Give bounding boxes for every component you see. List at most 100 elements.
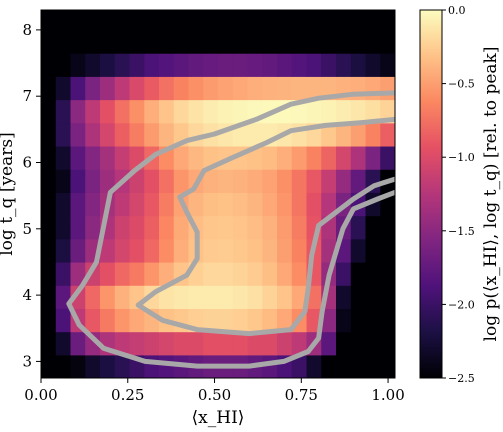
heatmap-cell [129,238,145,263]
heatmap-cell [291,261,308,286]
heatmap-cell [218,53,234,77]
heatmap-cell [291,331,308,356]
heatmap-cell [173,169,190,193]
heatmap-cell [247,308,263,333]
heatmap-cell [277,261,293,286]
heatmap-cell [144,261,160,286]
heatmap-cell [291,238,308,263]
x-tick-label: 0.00 [24,386,57,404]
heatmap-cell [350,29,367,54]
heatmap-cell [85,10,101,31]
heatmap-cell [129,215,145,240]
heatmap-cell [173,53,190,77]
heatmap-cell [247,29,263,54]
heatmap-cell [262,308,278,333]
heatmap-cell [380,145,395,170]
heatmap-cell [365,261,381,286]
colorbar: 0.0 −0.5 −1.0 −1.5 −2.0 −2.5 log p(⟨x_HI⟩, lo… [419,4,501,385]
heatmap-cell [218,169,234,193]
heatmap-cell [277,215,293,240]
heatmap-cell [277,10,293,31]
heatmap-cells [41,10,395,378]
heatmap-cell [55,331,72,356]
heatmap-cell [173,331,190,356]
heatmap-cell [291,76,308,101]
heatmap-cell [232,192,249,217]
heatmap-cell [100,76,116,101]
heatmap-cell [85,354,101,378]
heatmap-cell [336,308,352,333]
colorbar-ticks: 0.0 −0.5 −1.0 −1.5 −2.0 −2.5 [442,4,475,385]
colorbar-tick-label: −1.5 [448,225,475,238]
heatmap-cell [188,99,204,124]
y-tick-label: 8 [22,21,32,39]
heatmap-cell [306,99,322,124]
heatmap-cell [70,285,86,309]
heatmap-cell [247,285,263,309]
heatmap-cell [41,192,57,217]
heatmap-cell [100,308,116,333]
heatmap-cell [247,10,263,31]
heatmap-cell [336,29,352,54]
heatmap-cell [380,122,395,147]
heatmap-cell [262,145,278,170]
heatmap-cell [55,215,72,240]
heatmap-cell [291,29,308,54]
heatmap-cell [114,331,131,356]
heatmap-cell [129,308,145,333]
heatmap-cell [114,99,131,124]
heatmap-cell [365,10,381,31]
heatmap-cell [350,238,367,263]
heatmap-cell [70,169,86,193]
heatmap-cell [100,238,116,263]
heatmap-cell [218,192,234,217]
heatmap-cell [218,308,234,333]
heatmap-cell [173,10,190,31]
heatmap-cell [277,238,293,263]
heatmap-cell [55,192,72,217]
heatmap-cell [380,331,395,356]
heatmap-cell [159,354,175,378]
heatmap-cell [291,192,308,217]
heatmap-cell [100,122,116,147]
x-axis-label: ⟨x_HI⟩ [192,408,245,428]
y-tick-label: 7 [22,87,32,105]
heatmap-cell [114,285,131,309]
heatmap-cell [188,53,204,77]
heatmap-cell [173,76,190,101]
y-tick-label: 5 [22,220,32,238]
plot-frame [40,9,396,379]
x-tick-label: 0.25 [111,386,144,404]
heatmap-cell [277,53,293,77]
heatmap-cell [41,145,57,170]
heatmap-cell [70,261,86,286]
heatmap-cell [232,331,249,356]
heatmap-cell [218,76,234,101]
heatmap-cell [232,261,249,286]
heatmap-cell [70,76,86,101]
heatmap-cell [291,53,308,77]
heatmap-cell [100,53,116,77]
heatmap-cell [41,53,57,77]
heatmap-cell [55,53,72,77]
heatmap-cell [350,10,367,31]
heatmap-cell [380,10,395,31]
heatmap-cell [336,99,352,124]
heatmap-cell [41,122,57,147]
heatmap-cell [144,331,160,356]
heatmap-cell [232,215,249,240]
heatmap-cell [380,76,395,101]
heatmap-cell [350,99,367,124]
heatmap-cell [41,331,57,356]
heatmap-cell [100,10,116,31]
heatmap-cell [380,308,395,333]
heatmap-cell [159,10,175,31]
heatmap-cell [291,285,308,309]
heatmap-cell [306,53,322,77]
heatmap-cell [173,29,190,54]
heatmap-cell [70,354,86,378]
heatmap-cell [365,76,381,101]
heatmap-cell [218,29,234,54]
heatmap-cell [321,29,337,54]
